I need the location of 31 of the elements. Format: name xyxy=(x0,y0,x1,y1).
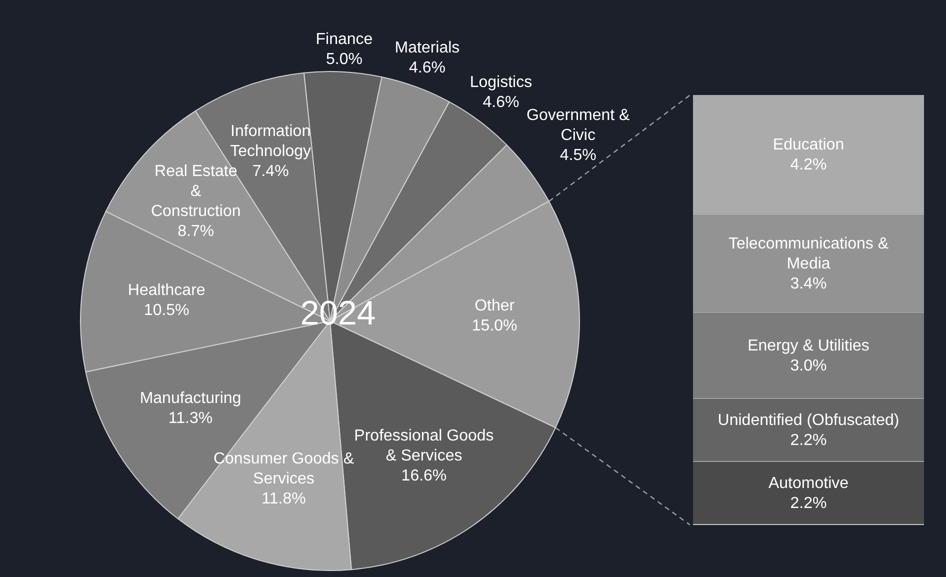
slice-label: Consumer Goods & Services xyxy=(213,450,354,488)
text: 2024 xyxy=(300,294,376,332)
data-label: 10.5% xyxy=(144,302,190,319)
slice-label: Professional Goods & Services xyxy=(354,428,494,465)
data-label: 4.6% xyxy=(482,94,520,112)
data-label: 2.2% xyxy=(790,494,827,512)
data-label: 3.4% xyxy=(790,276,827,293)
series-label: Telecommunications & Media xyxy=(728,236,889,273)
slice-label: Information Technology xyxy=(230,122,312,160)
series-label: Unidentified (Obfuscated) xyxy=(718,412,900,429)
data-label: 4.2% xyxy=(790,156,827,174)
slice-label: Finance xyxy=(316,30,373,48)
data-label: 7.4% xyxy=(252,162,289,180)
data-label: 11.8% xyxy=(262,490,306,508)
slice-label: Materials xyxy=(394,39,460,56)
data-label: 11.3% xyxy=(168,410,213,427)
series-label: Automotive xyxy=(768,474,849,492)
data-label: 3.0% xyxy=(790,357,827,374)
series-label: Education xyxy=(772,136,844,154)
data-label: 15.0% xyxy=(472,318,518,335)
data-label: 4.6% xyxy=(408,59,446,76)
slice-label: Real Estate & Construction xyxy=(150,162,241,220)
slice-label: Other xyxy=(474,298,516,315)
data-label: 8.7% xyxy=(178,222,214,240)
slice-label: Manufacturing xyxy=(140,390,242,407)
data-label: 2.2% xyxy=(790,432,827,449)
slice-label: Logistics xyxy=(470,74,532,92)
data-label: 16.6% xyxy=(401,468,447,485)
slice-label: Healthcare xyxy=(128,282,206,299)
series-label: Energy & Utilities xyxy=(748,337,870,354)
data-label: 5.0% xyxy=(326,50,362,68)
